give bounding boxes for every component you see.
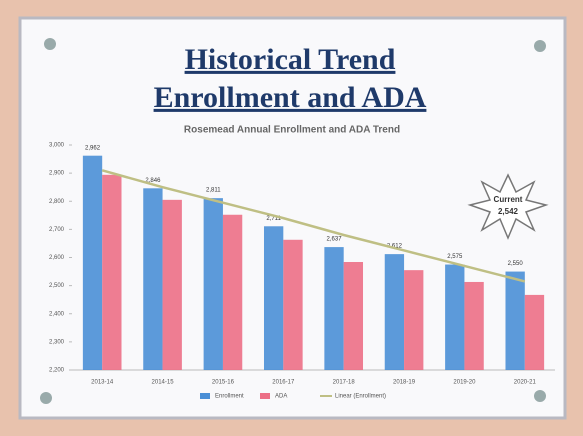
x-tick-label: 2020-21 [514, 380, 537, 386]
bar [324, 247, 343, 370]
title-line: Historical Trend [185, 43, 396, 76]
x-tick-label: 2017-18 [333, 380, 356, 386]
y-tick-label: 2,300 [49, 339, 65, 345]
y-tick-label: 2,900 [49, 171, 65, 177]
page: Historical Trend Enrollment and ADA Rose… [0, 0, 583, 436]
pin [534, 40, 546, 52]
chart: Historical Trend Enrollment and ADA Rose… [0, 0, 583, 436]
legend-label: Linear (Enrollment) [335, 394, 386, 400]
bar [505, 272, 524, 370]
legend-label: ADA [275, 394, 287, 400]
bar [385, 254, 404, 370]
bar [102, 175, 121, 370]
legend-swatch [200, 393, 210, 399]
x-tick-label: 2019-20 [453, 380, 476, 386]
data-label: 2,550 [508, 261, 524, 267]
subtitle: Rosemead Annual Enrollment and ADA Trend [184, 125, 400, 136]
y-tick-label: 2,600 [49, 255, 65, 261]
bar [283, 240, 302, 370]
x-tick-label: 2015-16 [212, 380, 235, 386]
bar [204, 198, 223, 370]
bar [404, 270, 423, 370]
bar [223, 215, 242, 370]
pin [44, 38, 56, 50]
x-tick-label: 2014-15 [152, 380, 175, 386]
pin [534, 390, 546, 402]
x-tick-label: 2018-19 [393, 380, 416, 386]
bar [445, 265, 464, 370]
title-line: Enrollment and ADA [154, 81, 427, 114]
legend-swatch [260, 393, 270, 399]
data-label: 2,962 [85, 145, 101, 151]
callout-text: Current [494, 195, 523, 204]
y-tick-label: 2,200 [49, 368, 65, 374]
callout-text: 2,542 [498, 207, 519, 216]
data-label: 2,811 [206, 188, 221, 194]
y-tick-label: 2,800 [49, 199, 65, 205]
y-tick-label: 3,000 [49, 143, 65, 149]
data-label: 2,637 [327, 237, 343, 243]
y-tick-label: 2,700 [49, 227, 65, 233]
bar [464, 282, 483, 370]
y-tick-label: 2,400 [49, 311, 65, 317]
bar [264, 226, 283, 370]
y-tick-label: 2,500 [49, 283, 65, 289]
bar [344, 262, 363, 370]
bar [83, 156, 102, 370]
bar [143, 188, 162, 370]
x-tick-label: 2013-14 [91, 380, 114, 386]
legend-label: Enrollment [215, 394, 244, 400]
data-label: 2,575 [447, 254, 463, 260]
bar [525, 295, 544, 370]
pin [40, 392, 52, 404]
x-tick-label: 2016-17 [272, 380, 295, 386]
bar [163, 200, 182, 370]
